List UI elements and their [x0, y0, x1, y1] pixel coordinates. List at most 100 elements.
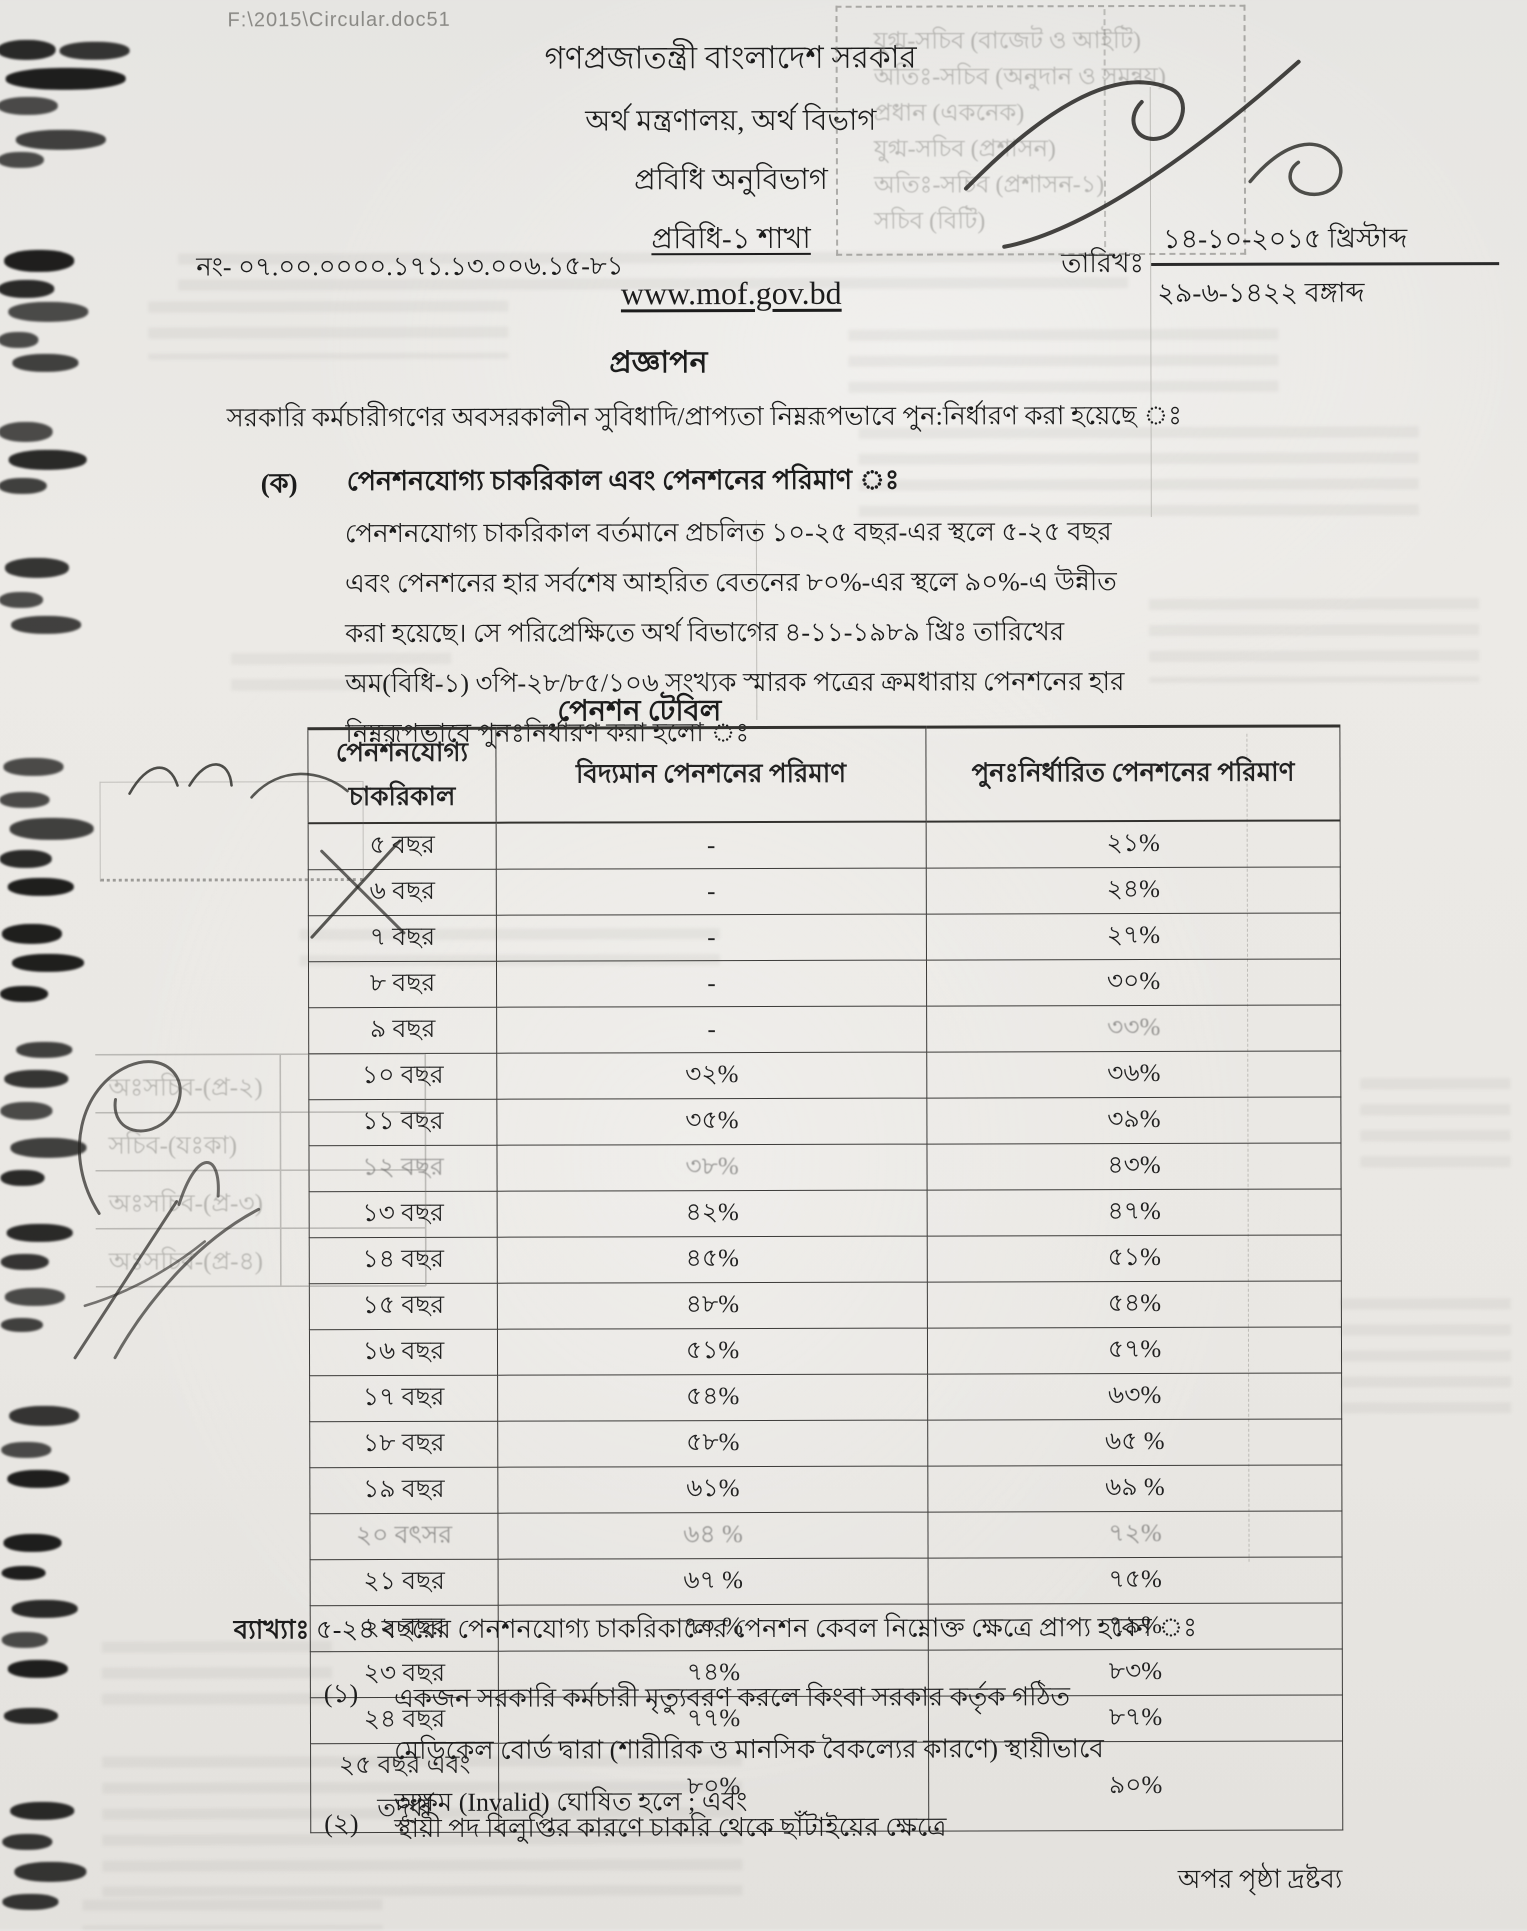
memo-number: ০৭.০০.০০০০.১৭১.১৩.০০৬.১৫-৮১ — [238, 251, 624, 282]
table-cell: ১৯ বছর — [309, 1467, 498, 1514]
ink-blob — [9, 817, 94, 840]
ink-blob — [10, 1801, 75, 1820]
table-cell: ৪৮% — [497, 1282, 928, 1330]
ghost-stamp-grid — [95, 1053, 427, 1288]
table-cell: ৬৭ % — [498, 1558, 929, 1606]
ink-blob — [3, 757, 64, 776]
ink-blob — [0, 96, 58, 116]
table-cell: ২০ বৎসর — [309, 1513, 499, 1560]
ink-blob — [4, 557, 69, 578]
explanation-label: ব্যাখ্যাঃ — [233, 1615, 310, 1645]
ink-blob — [0, 1169, 45, 1186]
clause-1-number: (১) — [323, 1679, 359, 1709]
table-row: ৬ বছর -২৪% — [308, 866, 1341, 916]
table-cell: ৩৬% — [926, 1050, 1341, 1099]
table-cell: ৬৩% — [927, 1372, 1342, 1421]
ink-blob — [3, 1707, 58, 1724]
scan-smudge — [1149, 598, 1480, 683]
date-label: তারিখঃ — [1061, 248, 1145, 279]
section-ka-title: পেনশনযোগ্য চাকরিকাল এবং পেনশনের পরিমাণ ঃ — [346, 464, 900, 497]
scan-smudge — [1340, 1298, 1512, 1419]
table-cell: ১৬ বছর — [309, 1329, 498, 1376]
scan-smudge — [858, 426, 1419, 518]
table-cell: ৩৩% — [926, 1004, 1341, 1053]
table-row: ৯ বছর -৩৩% — [308, 1004, 1341, 1054]
date-divider — [1151, 262, 1500, 266]
table-cell: ৬১% — [497, 1466, 928, 1514]
table-cell: - — [496, 914, 927, 962]
section-ka-label: (ক) — [260, 468, 298, 499]
ink-blob — [7, 1659, 68, 1678]
ink-blob — [8, 449, 87, 470]
memo-label: নং- — [196, 252, 232, 282]
ink-blob — [59, 41, 130, 60]
table-cell: ২১% — [926, 820, 1341, 869]
table-cell: ৫৪% — [497, 1374, 928, 1422]
table-cell: ১৭ বছর — [309, 1375, 498, 1422]
ink-blob — [3, 1533, 62, 1552]
handwriting-note — [73, 1200, 261, 1360]
table-cell: ৪৩% — [926, 1142, 1342, 1191]
ink-blob — [0, 331, 39, 349]
ink-blob — [1, 1441, 52, 1458]
scan-smudge — [1360, 1078, 1511, 1171]
clause-2-text: স্থায়ী পদ বিলুপ্তির কারণে চাকরি থেকে ছা… — [394, 1812, 947, 1843]
edge-artifacts — [0, 2, 183, 1931]
ink-blob — [0, 849, 52, 868]
table-cell: ৩২% — [496, 1052, 927, 1100]
table-header-row: পেনশনযোগ্য চাকরিকাল বিদ্যমান পেনশনের পরি… — [307, 725, 1341, 824]
ink-blob — [15, 129, 106, 150]
table-cell: ৭২% — [927, 1510, 1343, 1559]
ink-blob — [11, 953, 85, 972]
file-path-watermark: F:\2015\Circular.doc51 — [227, 8, 451, 32]
table-cell: ৫৮% — [497, 1420, 928, 1468]
table-cell: ৬৪ % — [497, 1512, 929, 1560]
pension-table: পেনশনযোগ্য চাকরিকাল বিদ্যমান পেনশনের পরি… — [307, 724, 1343, 1833]
ink-blob — [1, 1565, 46, 1580]
table-cell: ৫১% — [497, 1328, 928, 1376]
table-cell: - — [496, 868, 927, 916]
ink-blob — [2, 1893, 59, 1910]
table-row: ১৪ বছর ৪৫% ৫১% — [309, 1234, 1342, 1284]
handwritten-signature — [963, 59, 1343, 249]
handwriting-mark — [310, 839, 406, 939]
ink-blob — [5, 67, 126, 90]
ink-blob — [11, 1599, 78, 1618]
ink-blob — [9, 1405, 80, 1426]
table-row: ১৮ বছর ৫৮% ৬৫ % — [309, 1418, 1342, 1468]
notification-title: প্রজ্ঞাপন — [609, 346, 708, 380]
ink-blob — [0, 1317, 43, 1332]
ink-blob — [8, 301, 89, 322]
intro-text: সরকারি কর্মচারীগণের অবসরকালীন সুবিধাদি/প… — [226, 400, 1183, 433]
ink-blob — [0, 985, 49, 1002]
table-row: ২০ বৎসর ৬৪ % ৭২% — [309, 1510, 1343, 1560]
table-cell: - — [496, 1006, 927, 1054]
table-row: ৭ বছর -২৭% — [308, 912, 1341, 962]
date-bangla: ২৯-৬-১৪২২ বঙ্গাব্দ — [1157, 277, 1365, 308]
table-row: ১৩ বছর ৪২% ৪৭% — [309, 1188, 1342, 1238]
col-header-existing-pension: বিদ্যমান পেনশনের পরিমাণ — [495, 727, 927, 823]
footer-note: অপর পৃষ্ঠা দ্রষ্টব্য — [1177, 1864, 1343, 1894]
table-cell: ৪৫% — [497, 1236, 928, 1284]
table-cell: ৩৮% — [496, 1144, 928, 1192]
ink-blob — [1, 1631, 48, 1648]
table-cell: ৪২% — [497, 1190, 928, 1238]
handwriting-note — [77, 1060, 220, 1215]
ink-blob — [11, 615, 82, 634]
ink-blob — [4, 249, 75, 272]
table-cell: ৭৫% — [928, 1556, 1343, 1605]
table-cell: ২৪% — [926, 866, 1341, 915]
table-cell: ৫৪% — [927, 1280, 1342, 1329]
table-cell: ৩০% — [926, 958, 1341, 1007]
table-row: ১৯ বছর ৬১% ৬৯ % — [309, 1464, 1342, 1514]
table-cell: ৬৯ % — [927, 1464, 1342, 1513]
table-row: ১৫ বছর ৪৮% ৫৪% — [309, 1280, 1342, 1330]
handwriting-note — [128, 763, 349, 799]
clause-2-number: (২) — [324, 1809, 359, 1839]
ink-blob — [0, 39, 56, 61]
table-cell: ১৮ বছর — [309, 1421, 498, 1468]
ink-blob — [7, 1469, 70, 1488]
ink-blob — [0, 477, 47, 495]
ink-blob — [0, 279, 55, 299]
ink-blob — [0, 1253, 49, 1270]
